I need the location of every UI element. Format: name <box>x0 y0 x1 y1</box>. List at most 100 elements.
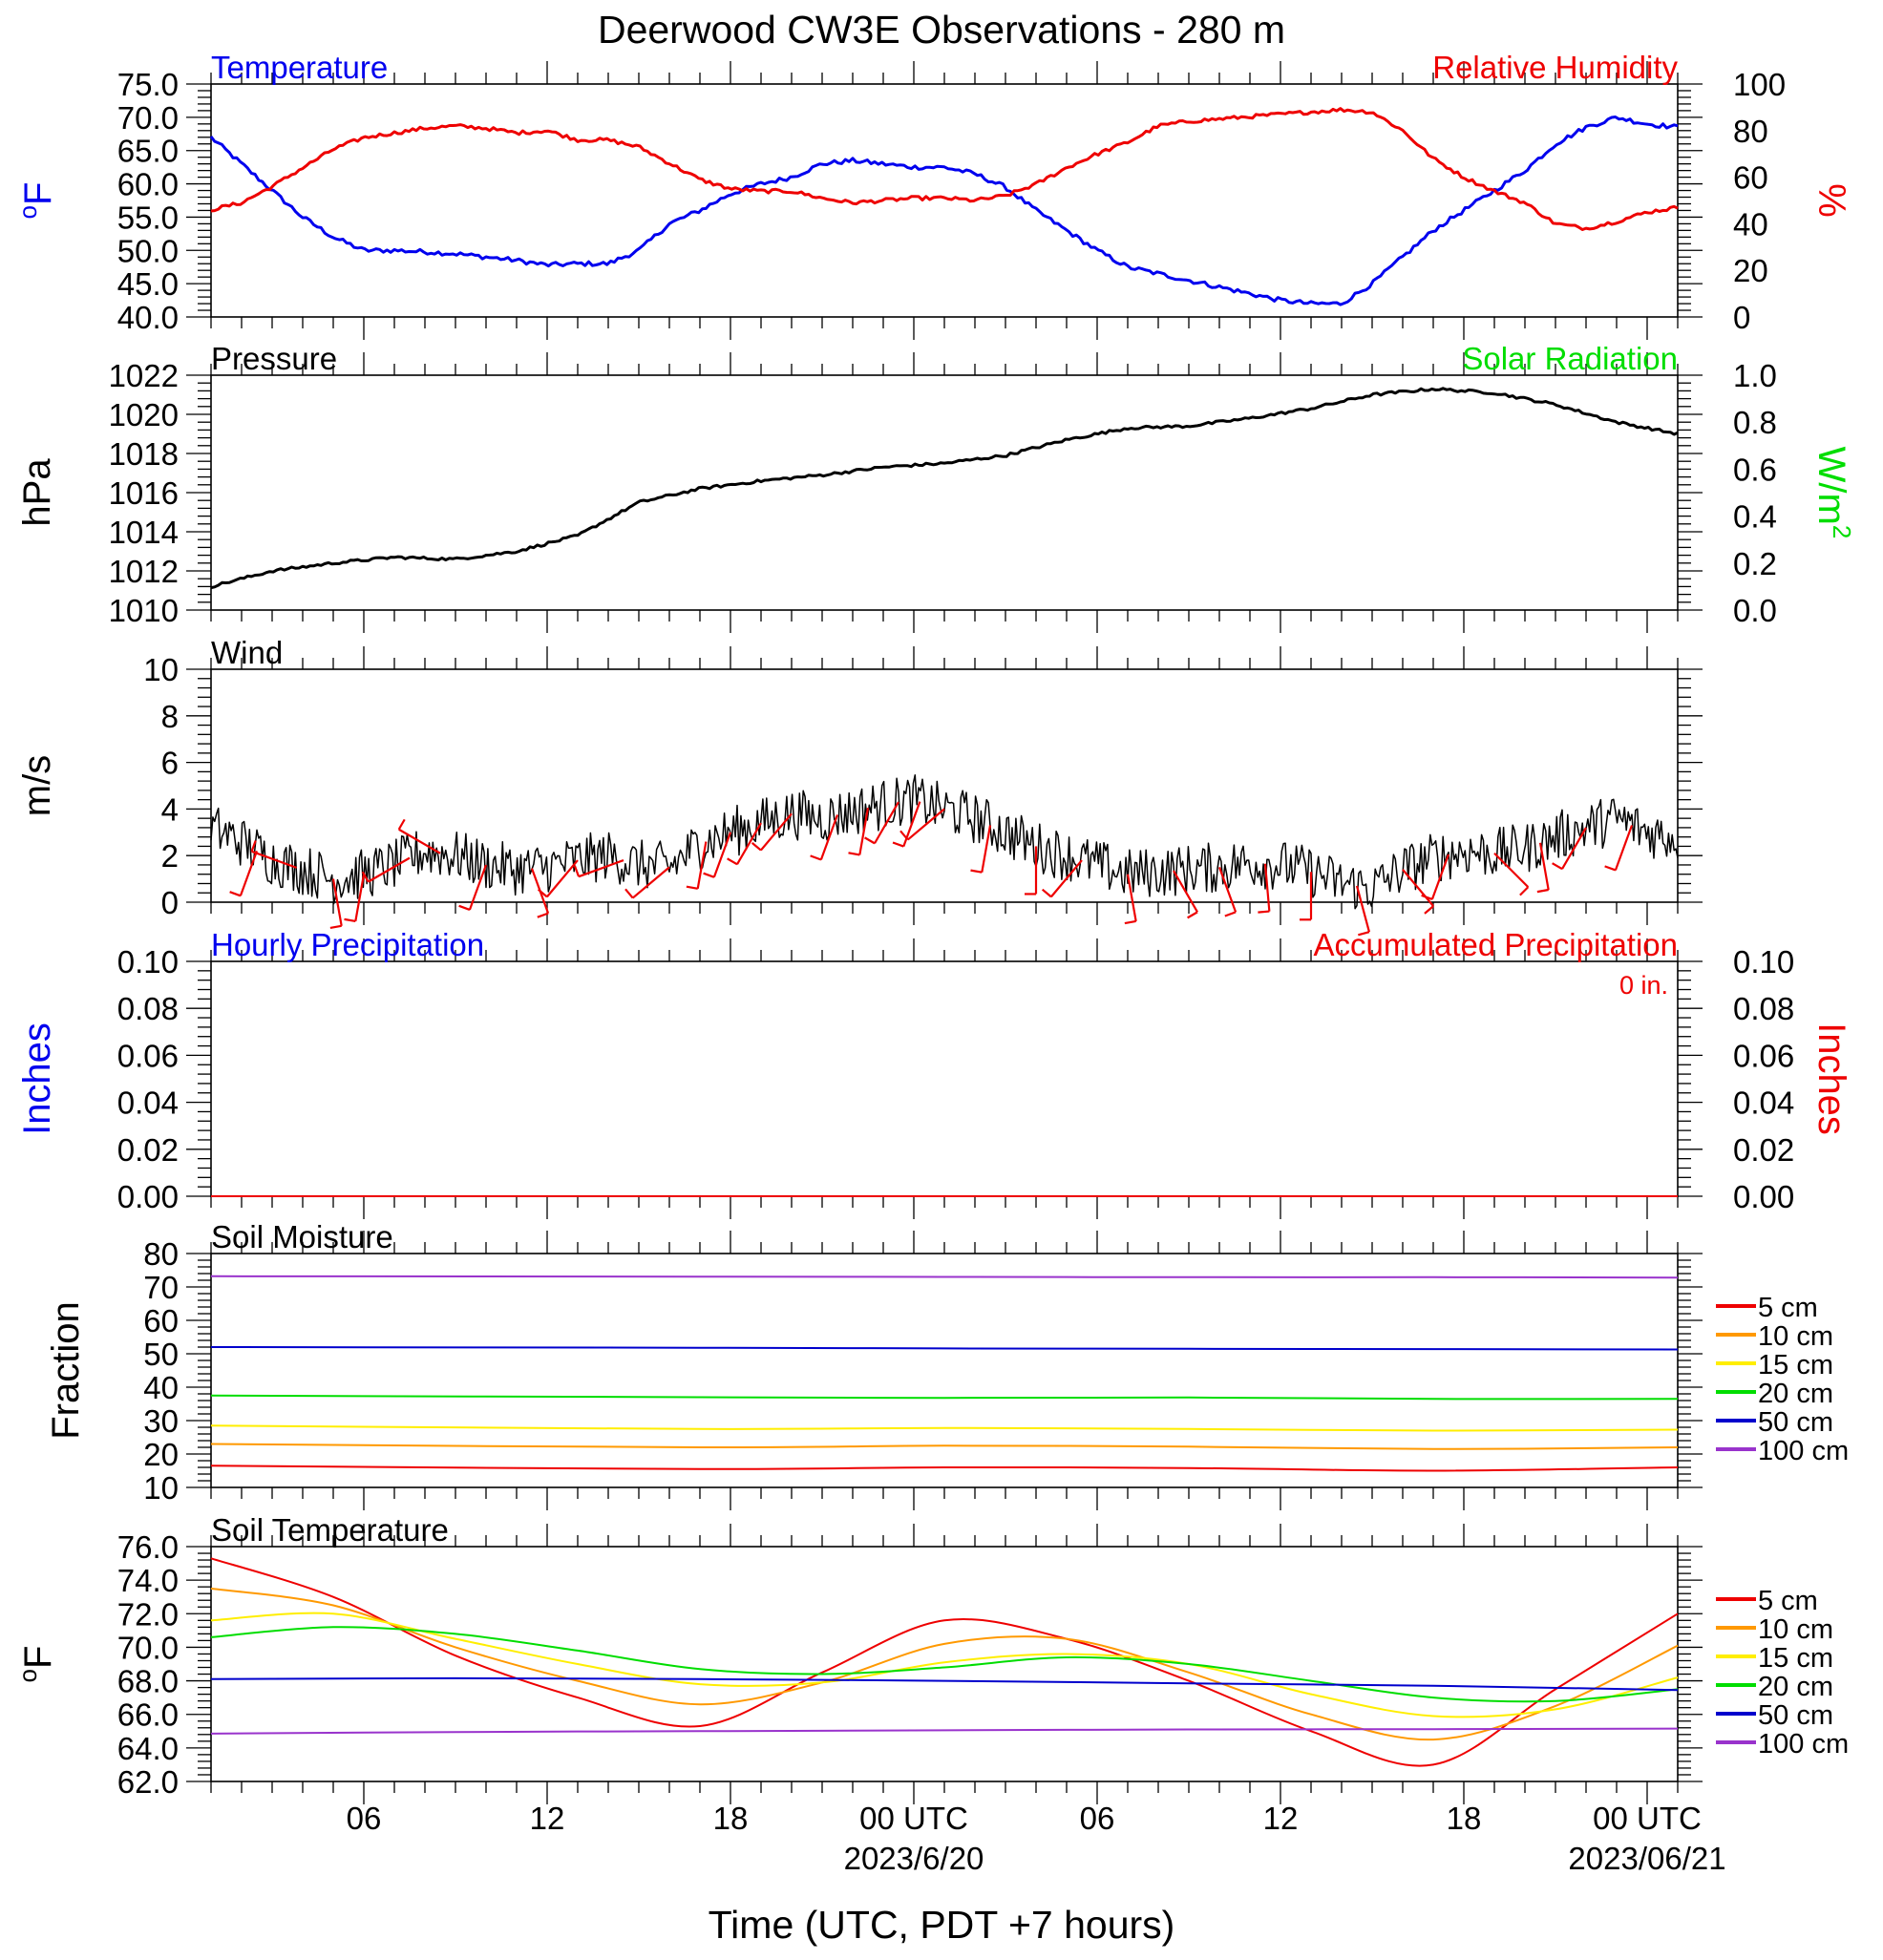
y-tick-label: 40.0 <box>117 300 179 335</box>
wind-barb <box>1355 885 1371 933</box>
temperature-humidity-panel: 40.045.050.055.060.065.070.075.0 0 20 40 60 8… <box>13 50 1852 340</box>
wind-barb-flag <box>537 888 548 898</box>
wind-barb-flag <box>1421 894 1433 900</box>
panel-frame <box>210 1253 1679 1488</box>
series-line <box>210 1275 1679 1279</box>
x-tick-label: 12 <box>530 1801 565 1836</box>
y-right-tick-label: 0.6 <box>1733 452 1777 487</box>
y-tick-label: 1022 <box>109 358 179 393</box>
wind-barb-flag <box>1224 911 1237 917</box>
y-right-tick-label: 0.04 <box>1733 1085 1794 1121</box>
x-tick-date-label: 2023/06/21 <box>1568 1841 1725 1876</box>
wind-barb <box>981 825 992 873</box>
legend-label: 15 cm <box>1758 1643 1833 1674</box>
series-line <box>210 107 1679 231</box>
series-line <box>210 1346 1679 1351</box>
legend-label: 20 cm <box>1758 1672 1833 1702</box>
y-tick-label: 20 <box>143 1437 179 1472</box>
chart-title: Deerwood CW3E Observations - 280 m <box>598 8 1285 52</box>
x-tick-label: 12 <box>1263 1801 1299 1836</box>
y-right-tick-label: 0.08 <box>1733 991 1794 1026</box>
y-tick-label: 50 <box>143 1337 179 1372</box>
wind-barb-flag <box>899 830 909 841</box>
y-tick-label: 70 <box>143 1270 179 1305</box>
wind-barb <box>468 864 488 911</box>
y-tick-label: 60 <box>143 1303 179 1338</box>
y-right-tick-label: 0.06 <box>1733 1038 1794 1073</box>
y-axis-label-right: Inches <box>1810 1022 1852 1135</box>
wind-barb-flag <box>624 888 634 899</box>
legend-label: 5 cm <box>1758 1586 1818 1616</box>
y-tick-label: 10 <box>143 652 179 687</box>
wind-barb <box>578 859 624 878</box>
soil-temperature-panel: 62.064.066.068.070.072.074.076.0 Soil Tem… <box>13 1512 1849 1876</box>
y-tick-label: 45.0 <box>117 266 179 302</box>
y-tick-label: 76.0 <box>117 1529 179 1565</box>
legend-label: 50 cm <box>1758 1407 1833 1438</box>
y-tick-label: 1018 <box>109 436 179 472</box>
panel-left-title: Temperature <box>211 50 388 85</box>
y-right-tick-label: 60 <box>1733 160 1768 196</box>
y-tick-label: 8 <box>161 699 179 734</box>
wind-barb-flag <box>1124 919 1136 925</box>
series-line <box>210 1424 1679 1432</box>
wind-barb <box>331 878 343 927</box>
y-axis-label-left: Fraction <box>45 1301 87 1440</box>
wind-barb-flag <box>361 871 370 883</box>
wind-barb-flag <box>344 917 356 923</box>
y-tick-label: 64.0 <box>117 1731 179 1766</box>
x-tick-label: 06 <box>347 1801 382 1836</box>
wind-barb <box>1050 859 1083 898</box>
wind-barb <box>906 808 945 841</box>
y-right-tick-label: 20 <box>1733 253 1768 288</box>
y-tick-label: 1016 <box>109 475 179 511</box>
wind-barb-flag <box>1536 888 1549 894</box>
y-tick-label: 1014 <box>109 515 179 550</box>
legend-label: 20 cm <box>1758 1379 1833 1409</box>
y-right-tick-label: 0.0 <box>1733 593 1777 628</box>
y-tick-label: 62.0 <box>117 1764 179 1800</box>
wind-barb-flag <box>751 842 762 852</box>
x-axis-label: Time (UTC, PDT +7 hours) <box>709 1903 1175 1947</box>
y-axis-label-right: % <box>1810 183 1852 218</box>
wind-barb-flag <box>1041 888 1052 898</box>
panel-left-title: Pressure <box>211 341 337 376</box>
y-tick-label: 75.0 <box>117 67 179 102</box>
series-line <box>210 1626 1679 1703</box>
wind-barb-flag <box>703 872 715 878</box>
y-tick-label: 68.0 <box>117 1664 179 1699</box>
y-tick-label: 0 <box>161 885 179 920</box>
x-tick-label: 06 <box>1080 1801 1115 1836</box>
y-axis-label-right: W/m2 <box>1810 447 1856 539</box>
wind-barb-flag <box>1358 931 1370 937</box>
legend-label: 10 cm <box>1758 1614 1833 1645</box>
wind-barb-flag <box>810 854 822 861</box>
wind-barb-flag <box>329 924 342 930</box>
wind-barb <box>1614 825 1634 871</box>
panel-frame <box>210 374 1679 611</box>
y-tick-label: 50.0 <box>117 233 179 268</box>
legend-label: 15 cm <box>1758 1350 1833 1380</box>
legend-label: 100 cm <box>1758 1436 1849 1466</box>
y-tick-label: 4 <box>161 791 179 827</box>
y-tick-label: 40 <box>143 1370 179 1405</box>
wind-barb-flag <box>397 818 406 831</box>
y-right-tick-label: 40 <box>1733 206 1768 242</box>
y-tick-label: 65.0 <box>117 134 179 169</box>
wind-barb <box>874 801 899 844</box>
wind-barb <box>546 859 579 898</box>
y-right-tick-label: 0.00 <box>1733 1179 1794 1214</box>
panel-frame <box>210 960 1679 1197</box>
panel-right-title: Relative Humidity <box>1432 50 1678 85</box>
wind-barb <box>819 814 839 860</box>
y-tick-label: 55.0 <box>117 200 179 235</box>
y-tick-label: 66.0 <box>117 1697 179 1733</box>
wind-barb <box>239 850 259 896</box>
series-line <box>210 1676 1679 1692</box>
x-tick-label: 18 <box>1447 1801 1482 1836</box>
panel-frame <box>210 1546 1679 1782</box>
wind-barb <box>1538 842 1550 891</box>
